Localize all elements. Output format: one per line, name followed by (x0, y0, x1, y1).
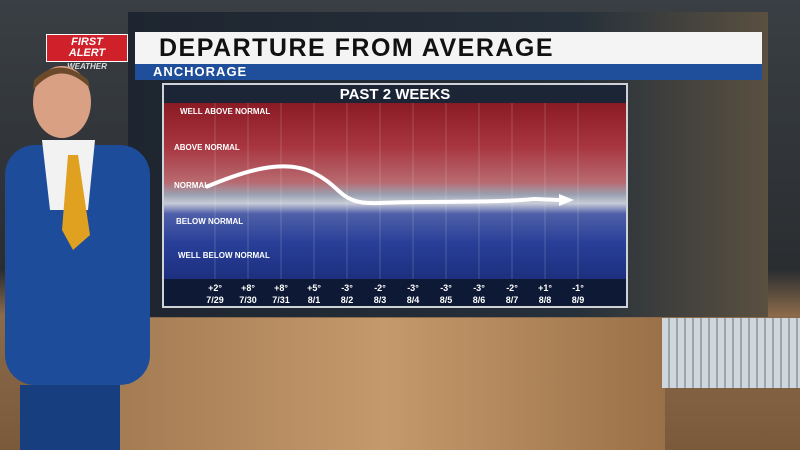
departure: -3° (440, 283, 452, 293)
band-label: BELOW NORMAL (176, 217, 244, 226)
location: ANCHORAGE (135, 64, 762, 80)
tie (62, 155, 90, 250)
logo: FIRST ALERT WEATHER (46, 34, 128, 71)
departure: -3° (341, 283, 353, 293)
presenter (5, 66, 150, 450)
head (33, 66, 91, 138)
departure: -3° (407, 283, 419, 293)
departure: +8° (274, 283, 288, 293)
panel-title: PAST 2 WEEKS (164, 85, 626, 103)
date: 8/4 (406, 295, 420, 305)
legs (20, 385, 120, 450)
date: 8/2 (340, 295, 354, 305)
logo-text: WEATHER (67, 62, 107, 71)
departure: +1° (538, 283, 552, 293)
suit (5, 145, 150, 385)
plot-area: WELL ABOVE NORMAL ABOVE NORMAL NORMAL BELOW… (164, 103, 626, 279)
logo-text: ALERT (68, 47, 106, 59)
departure: +2° (208, 283, 222, 293)
date: 8/3 (373, 295, 387, 305)
headline: DEPARTURE FROM AVERAGE (135, 32, 762, 64)
band-label: WELL ABOVE NORMAL (180, 107, 271, 116)
date: 8/6 (472, 295, 486, 305)
departure: -3° (473, 283, 485, 293)
date: 8/7 (505, 295, 519, 305)
departure: +5° (307, 283, 321, 293)
departure: -2° (374, 283, 386, 293)
band-label: NORMAL (174, 181, 210, 190)
window (662, 318, 800, 388)
date: 7/31 (272, 295, 290, 305)
logo-box: FIRST ALERT (46, 34, 128, 62)
graphic-panel: PAST 2 WEEKS WELL ABOVE NORMAL ABOVE NORM… (162, 83, 628, 308)
hair (33, 67, 90, 90)
departure: -1° (572, 283, 584, 293)
departure: +8° (241, 283, 255, 293)
band-label: ABOVE NORMAL (174, 143, 240, 152)
logo-text: FIRST (71, 36, 103, 48)
date: 8/5 (439, 295, 453, 305)
trend-arrow (205, 164, 560, 206)
desk (105, 318, 665, 450)
date: 7/30 (239, 295, 257, 305)
plot-overlay (205, 103, 579, 279)
band-label: WELL BELOW NORMAL (178, 251, 270, 260)
date: 8/9 (571, 295, 585, 305)
arrow-head (559, 194, 574, 206)
departure: -2° (506, 283, 518, 293)
date: 7/29 (206, 295, 224, 305)
date: 8/8 (538, 295, 552, 305)
date: 8/1 (307, 295, 321, 305)
